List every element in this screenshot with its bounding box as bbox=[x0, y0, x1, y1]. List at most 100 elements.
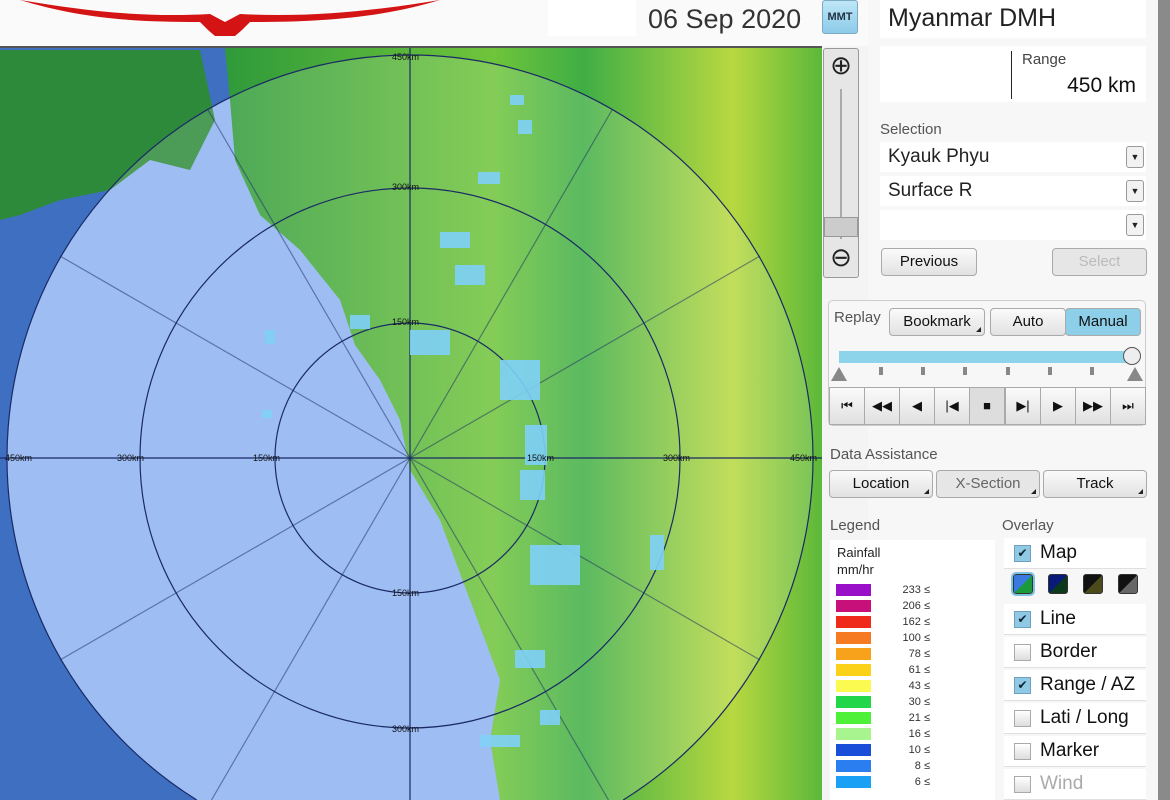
overlay-line[interactable]: ✔ Line bbox=[1004, 604, 1146, 635]
overlay-wind[interactable]: Wind bbox=[1004, 769, 1146, 800]
overlay-border[interactable]: Border bbox=[1004, 637, 1146, 668]
zoom-thumb[interactable] bbox=[824, 217, 858, 237]
play-icon[interactable]: ▶ bbox=[1040, 387, 1076, 425]
timezone-button[interactable]: MMT bbox=[822, 0, 858, 34]
map-style-black-gray[interactable] bbox=[1118, 574, 1138, 594]
map-style-black-olive[interactable] bbox=[1083, 574, 1103, 594]
fast-back-icon[interactable]: ◀◀ bbox=[864, 387, 900, 425]
first-frame-icon[interactable]: ⏮ bbox=[829, 387, 865, 425]
tick bbox=[963, 367, 967, 375]
range-label-n300: 300km bbox=[392, 182, 419, 192]
legend-swatch bbox=[836, 664, 871, 676]
overlay-lati-long[interactable]: Lati / Long bbox=[1004, 703, 1146, 734]
map-top-border bbox=[0, 46, 822, 48]
overlay-map[interactable]: ✔ Map bbox=[1004, 538, 1146, 569]
legend-value: 100 ≤ bbox=[902, 632, 930, 644]
overlay-range-az[interactable]: ✔ Range / AZ bbox=[1004, 670, 1146, 701]
end-marker-icon[interactable] bbox=[1127, 367, 1143, 381]
third-select[interactable]: ▼ bbox=[880, 210, 1146, 240]
legend-value: 10 ≤ bbox=[908, 744, 930, 756]
selection-label: Selection bbox=[880, 121, 942, 138]
legend-value: 162 ≤ bbox=[902, 616, 930, 628]
zoom-track[interactable] bbox=[840, 89, 842, 239]
range-rings bbox=[0, 48, 822, 800]
dropdown-arrow-icon[interactable]: ▼ bbox=[1126, 214, 1144, 236]
dropdown-arrow-icon[interactable]: ▼ bbox=[1126, 180, 1144, 202]
legend-value: 30 ≤ bbox=[908, 696, 930, 708]
range-label: Range bbox=[1022, 51, 1067, 68]
range-label-s150: 150km bbox=[392, 588, 419, 598]
scrollbar[interactable] bbox=[1158, 0, 1170, 800]
auto-button[interactable]: Auto bbox=[990, 308, 1066, 336]
map-style-navy-green[interactable] bbox=[1048, 574, 1068, 594]
manual-button[interactable]: Manual bbox=[1065, 308, 1141, 336]
legend-row: 6 ≤ bbox=[836, 776, 996, 790]
product-select[interactable]: Surface R ▼ bbox=[880, 176, 1146, 206]
legend-value: 78 ≤ bbox=[908, 648, 930, 660]
zoom-slider[interactable]: ⊕ ⊖ bbox=[823, 48, 859, 278]
legend-swatch bbox=[836, 648, 871, 660]
checkbox-icon[interactable] bbox=[1014, 743, 1031, 760]
radar-map[interactable]: 450km 300km 150km 150km 300km 450km 450k… bbox=[0, 48, 822, 800]
legend-swatch bbox=[836, 632, 871, 644]
track-button[interactable]: Track bbox=[1043, 470, 1147, 498]
checkbox-icon[interactable] bbox=[1014, 710, 1031, 727]
zoom-out-icon[interactable]: ⊖ bbox=[830, 242, 852, 272]
site-value: Kyauk Phyu bbox=[888, 146, 990, 167]
checkbox-checked-icon[interactable]: ✔ bbox=[1014, 545, 1031, 562]
legend-swatch bbox=[836, 712, 871, 724]
legend-value: 43 ≤ bbox=[908, 680, 930, 692]
checkbox-icon[interactable] bbox=[1014, 776, 1031, 793]
legend-swatch bbox=[836, 760, 871, 772]
checkbox-checked-icon[interactable]: ✔ bbox=[1014, 611, 1031, 628]
replay-panel: Replay Bookmark Auto Manual ⏮ ◀◀ ◀ |◀ ■ … bbox=[828, 300, 1146, 426]
range-label-s300: 300km bbox=[392, 724, 419, 734]
checkbox-icon[interactable] bbox=[1014, 644, 1031, 661]
checkbox-checked-icon[interactable]: ✔ bbox=[1014, 677, 1031, 694]
bookmark-button[interactable]: Bookmark bbox=[889, 308, 985, 336]
xsection-button[interactable]: X-Section bbox=[936, 470, 1040, 498]
fast-forward-icon[interactable]: ▶▶ bbox=[1075, 387, 1111, 425]
legend-row: 233 ≤ bbox=[836, 584, 996, 598]
overlay-label-text: Border bbox=[1040, 641, 1098, 662]
legend-row: 43 ≤ bbox=[836, 680, 996, 694]
legend-row: 10 ≤ bbox=[836, 744, 996, 758]
overlay-label-text: Lati / Long bbox=[1040, 707, 1129, 728]
replay-slider-knob[interactable] bbox=[1123, 347, 1141, 365]
overlay-label: Overlay bbox=[1002, 517, 1054, 534]
site-select[interactable]: Kyauk Phyu ▼ bbox=[880, 142, 1146, 172]
overlay-marker[interactable]: Marker bbox=[1004, 736, 1146, 767]
tick bbox=[1006, 367, 1010, 375]
radar-map-canvas[interactable]: 450km 300km 150km 150km 300km 450km 450k… bbox=[0, 48, 822, 800]
range-label-w300: 300km bbox=[117, 453, 144, 463]
rain-echoes bbox=[262, 95, 664, 747]
legend-swatch bbox=[836, 680, 871, 692]
range-value: 450 km bbox=[1067, 74, 1136, 97]
station-name: Myanmar DMH bbox=[880, 0, 1146, 38]
replay-slider[interactable] bbox=[839, 351, 1135, 363]
select-button[interactable]: Select bbox=[1052, 248, 1147, 276]
step-back-icon[interactable]: |◀ bbox=[934, 387, 970, 425]
back-icon[interactable]: ◀ bbox=[899, 387, 935, 425]
legend-row: 78 ≤ bbox=[836, 648, 996, 662]
last-frame-icon[interactable]: ⏭ bbox=[1110, 387, 1146, 425]
previous-button[interactable]: Previous bbox=[881, 248, 977, 276]
dropdown-arrow-icon[interactable]: ▼ bbox=[1126, 146, 1144, 168]
zoom-in-icon[interactable]: ⊕ bbox=[830, 50, 852, 80]
overlay-label-text: Line bbox=[1040, 608, 1076, 629]
range-label-e450: 450km bbox=[790, 453, 817, 463]
step-forward-icon[interactable]: ▶| bbox=[1005, 387, 1041, 425]
location-button[interactable]: Location bbox=[829, 470, 933, 498]
legend-value: 206 ≤ bbox=[902, 600, 930, 612]
legend-row: 162 ≤ bbox=[836, 616, 996, 630]
product-value: Surface R bbox=[888, 180, 973, 201]
data-assistance-label: Data Assistance bbox=[830, 446, 938, 463]
replay-label: Replay bbox=[834, 309, 881, 326]
range-label-e300: 300km bbox=[663, 453, 690, 463]
stop-icon[interactable]: ■ bbox=[969, 387, 1005, 425]
time-field[interactable] bbox=[548, 0, 636, 36]
legend-value: 233 ≤ bbox=[902, 584, 930, 596]
range-label-w150: 150km bbox=[253, 453, 280, 463]
map-style-blue-green[interactable] bbox=[1011, 572, 1035, 596]
start-marker-icon[interactable] bbox=[831, 367, 847, 381]
